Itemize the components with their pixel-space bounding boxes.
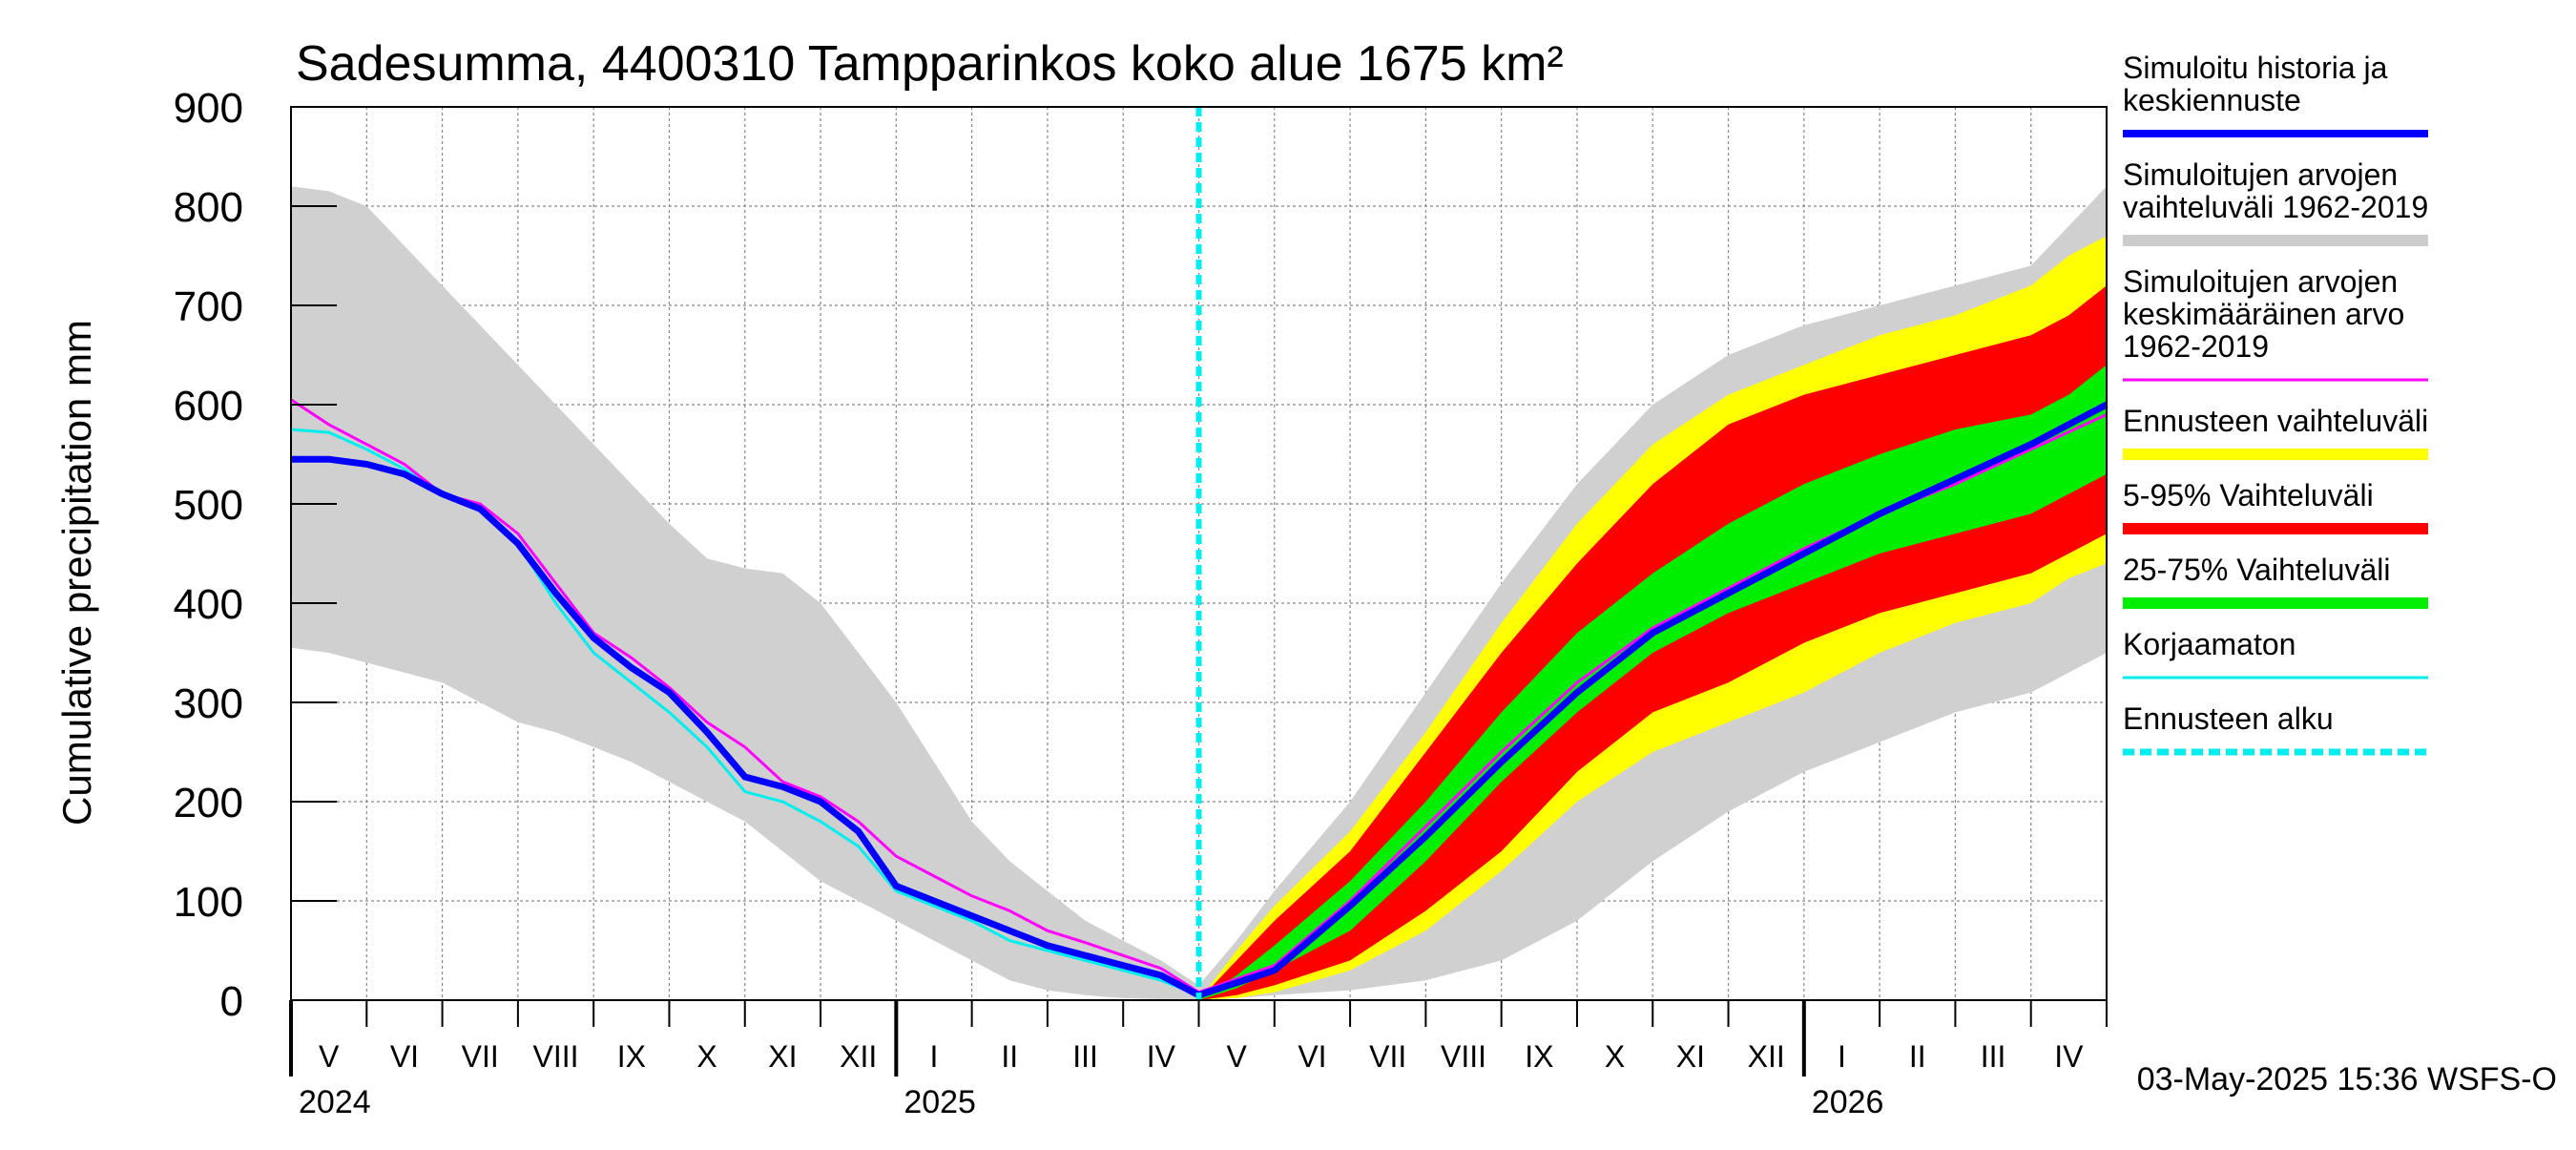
x-month-label: IV: [2054, 1039, 2084, 1074]
legend-label: Simuloitu historia ja: [2123, 51, 2388, 85]
x-month-label: IX: [617, 1039, 646, 1074]
x-month-label: II: [1909, 1039, 1926, 1074]
x-month-label: III: [1981, 1039, 2006, 1074]
x-month-label: XII: [1748, 1039, 1785, 1074]
mean-line: [290, 398, 2108, 994]
legend-label: keskimääräinen arvo: [2123, 297, 2404, 331]
x-month-label: I: [930, 1039, 939, 1074]
y-tick-label: 700: [174, 283, 243, 330]
plot-area: [290, 106, 2109, 1000]
legend-label: keskiennuste: [2123, 83, 2301, 117]
y-tick-label: 900: [174, 85, 243, 132]
x-month-label: XII: [840, 1039, 877, 1074]
timestamp: 03-May-2025 15:36 WSFS-O: [2137, 1061, 2557, 1098]
legend-label: 1962-2019: [2123, 329, 2269, 364]
legend-label: 5-95% Vaihteluväli: [2123, 478, 2374, 512]
legend-label: vaihteluväli 1962-2019: [2123, 190, 2428, 224]
legend-label: 25-75% Vaihteluväli: [2123, 553, 2390, 587]
p25-75-band: [1198, 365, 2107, 1000]
x-month-label: IX: [1525, 1039, 1553, 1074]
history-mean-line: [291, 401, 2109, 999]
y-tick-label: 200: [174, 780, 243, 826]
x-month-label: XI: [1676, 1039, 1705, 1074]
x-month-label: VII: [1369, 1039, 1406, 1074]
legend-label: Ennusteen vaihteluväli: [2123, 404, 2428, 438]
y-tick-label: 100: [174, 879, 243, 926]
legend-label: Simuloitujen arvojen: [2123, 264, 2398, 299]
chart-title: Sadesumma, 4400310 Tampparinkos koko alu…: [296, 36, 1564, 92]
x-month-label: VI: [1298, 1039, 1326, 1074]
x-month-label: VIII: [533, 1039, 579, 1074]
x-month-label: VI: [390, 1039, 419, 1074]
year-label: 2026: [1812, 1084, 1884, 1120]
legend-label: Korjaamaton: [2123, 627, 2296, 661]
legend-label: Ennusteen alku: [2123, 701, 2334, 736]
x-month-label: VIII: [1441, 1039, 1486, 1074]
y-tick-label: 300: [174, 680, 243, 727]
y-axis-label: Cumulative precipitation mm: [54, 320, 99, 826]
x-month-label: IV: [1147, 1039, 1176, 1074]
x-month-label: III: [1072, 1039, 1098, 1074]
x-month-label: XI: [768, 1039, 797, 1074]
x-month-label: V: [1226, 1039, 1247, 1074]
x-month-label: II: [1001, 1039, 1018, 1074]
range-band-history: [291, 186, 1199, 1000]
year-label: 2025: [904, 1084, 976, 1120]
y-tick-label: 600: [174, 383, 243, 429]
x-month-label: V: [319, 1039, 340, 1074]
y-tick-label: 400: [174, 581, 243, 628]
x-month-label: X: [696, 1039, 717, 1074]
legend-label: Simuloitujen arvojen: [2123, 157, 2398, 192]
year-label: 2024: [299, 1084, 371, 1120]
y-tick-label: 0: [220, 978, 243, 1025]
y-tick-label: 500: [174, 482, 243, 529]
x-month-label: VII: [462, 1039, 499, 1074]
y-tick-label: 800: [174, 184, 243, 231]
x-month-label: X: [1605, 1039, 1625, 1074]
x-month-label: I: [1838, 1039, 1846, 1074]
